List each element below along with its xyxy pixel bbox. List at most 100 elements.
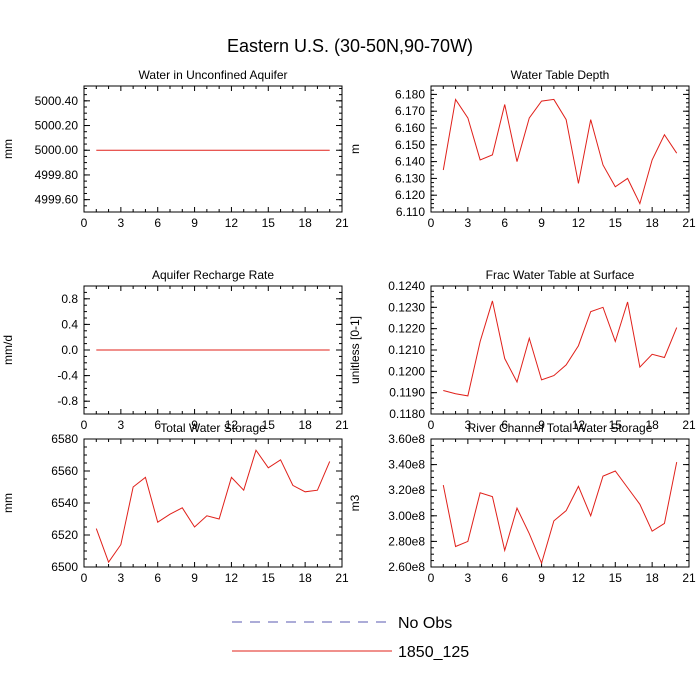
x-tick-label: 12	[225, 418, 239, 432]
x-tick-label: 21	[335, 418, 349, 432]
series-line	[95, 449, 331, 564]
y-axis-label: unitless [0-1]	[348, 316, 362, 384]
x-tick-label: 6	[501, 571, 508, 585]
y-tick-label: 5000.20	[35, 119, 79, 133]
x-tick-label: 18	[645, 571, 659, 585]
panel-title: Total Water Storage	[160, 421, 266, 435]
y-tick-label: 4999.80	[35, 168, 79, 182]
panel-title: Water Table Depth	[511, 68, 610, 82]
y-tick-label: 6560	[51, 464, 78, 478]
x-tick-label: 6	[501, 418, 508, 432]
y-tick-label: 6520	[51, 528, 78, 542]
series-line	[442, 461, 678, 565]
y-tick-label: 6.130	[395, 171, 425, 185]
y-axis-label: mm	[1, 139, 15, 159]
x-tick-label: 9	[191, 216, 198, 230]
x-tick-label: 0	[81, 418, 88, 432]
x-tick-label: 18	[298, 571, 312, 585]
y-tick-label: 5000.00	[35, 143, 79, 157]
y-axis-label: m3	[348, 494, 362, 511]
x-tick-label: 3	[465, 216, 472, 230]
legend-label: 1850_125	[398, 644, 469, 661]
x-tick-label: 12	[225, 571, 239, 585]
x-tick-label: 0	[428, 418, 435, 432]
x-tick-label: 21	[682, 418, 696, 432]
panel-4: Frac Water Table at Surface unitless [0-1…	[348, 268, 696, 432]
x-tick-label: 15	[262, 571, 276, 585]
y-tick-label: 4999.60	[35, 193, 79, 207]
y-tick-label: 3.40e8	[388, 458, 425, 472]
x-tick-label: 3	[118, 418, 125, 432]
x-tick-label: 3	[118, 216, 125, 230]
x-tick-label: 6	[154, 418, 161, 432]
x-tick-label: 0	[428, 571, 435, 585]
x-tick-label: 0	[81, 571, 88, 585]
panel-title: Aquifer Recharge Rate	[152, 268, 274, 282]
y-tick-label: 0.1240	[388, 279, 425, 293]
y-tick-label: 0.0	[61, 343, 78, 357]
x-tick-label: 12	[572, 571, 586, 585]
y-tick-label: 6.150	[395, 138, 425, 152]
y-tick-label: 6540	[51, 496, 78, 510]
panel-title: River Channel Total Water Storage	[468, 421, 653, 435]
x-tick-label: 15	[262, 216, 276, 230]
y-tick-label: 5000.40	[35, 94, 79, 108]
x-tick-label: 9	[538, 571, 545, 585]
y-tick-label: 2.60e8	[388, 560, 425, 574]
x-tick-label: 18	[645, 216, 659, 230]
x-tick-label: 3	[465, 418, 472, 432]
x-tick-label: 9	[538, 418, 545, 432]
y-tick-label: 6.160	[395, 121, 425, 135]
x-tick-label: 6	[154, 216, 161, 230]
y-tick-label: 0.1230	[388, 300, 425, 314]
y-tick-label: 6.140	[395, 155, 425, 169]
y-tick-label: 0.1210	[388, 343, 425, 357]
plot-frame	[83, 85, 343, 213]
panel-2: Water Table Depth m 0 3 6 9 12 15 18 21 6.110 6.120…	[348, 68, 696, 230]
y-tick-label: 6.110	[396, 205, 425, 219]
panel-3: Aquifer Recharge Rate mm/d 0 3 6 9 12 15 18 21 -0.…	[1, 268, 349, 432]
panel-5: Total Water Storage mm 0 3 6 9 12 15 18 21 6500 652…	[1, 421, 349, 585]
x-tick-label: 15	[609, 216, 623, 230]
x-tick-label: 18	[645, 418, 659, 432]
y-tick-label: 0.1190	[389, 386, 425, 400]
x-tick-label: 12	[572, 418, 586, 432]
x-tick-label: 15	[262, 418, 276, 432]
x-tick-label: 21	[335, 571, 349, 585]
y-axis-label: mm/d	[1, 335, 15, 365]
panel-6: River Channel Total Water Storage m3 0 3 6 9 1…	[348, 421, 696, 585]
x-tick-label: 18	[298, 418, 312, 432]
x-tick-label: 21	[335, 216, 349, 230]
x-tick-label: 12	[225, 216, 239, 230]
figure-title: Eastern U.S. (30-50N,90-70W)	[227, 36, 473, 56]
y-tick-label: -0.8	[57, 394, 78, 408]
x-tick-label: 9	[538, 216, 545, 230]
y-tick-label: 0.1220	[388, 322, 425, 336]
panel-title: Frac Water Table at Surface	[486, 268, 635, 282]
panel-grid: Water in Unconfined Aquifer mm 0 3 6 9 12 15 18 2…	[1, 68, 696, 585]
y-tick-label: -0.4	[57, 369, 78, 383]
series-line	[442, 98, 678, 205]
y-tick-label: 0.8	[61, 292, 78, 306]
y-tick-label: 6.120	[395, 188, 425, 202]
plot-frame	[430, 438, 690, 568]
x-tick-label: 12	[572, 216, 586, 230]
plot-frame	[83, 438, 343, 568]
plot-frame	[430, 85, 690, 213]
x-tick-label: 21	[682, 571, 696, 585]
x-tick-label: 0	[428, 216, 435, 230]
x-tick-label: 6	[154, 571, 161, 585]
y-axis-label: mm	[1, 493, 15, 513]
x-tick-label: 9	[191, 418, 198, 432]
series-line	[443, 300, 678, 397]
x-tick-label: 3	[118, 571, 125, 585]
y-tick-label: 3.00e8	[388, 509, 425, 523]
y-tick-label: 2.80e8	[388, 534, 425, 548]
x-tick-label: 6	[501, 216, 508, 230]
x-tick-label: 15	[609, 418, 623, 432]
y-tick-label: 0.4	[61, 317, 78, 331]
x-tick-label: 15	[609, 571, 623, 585]
y-tick-label: 0.1200	[388, 364, 425, 378]
legend-label: No Obs	[398, 615, 452, 632]
